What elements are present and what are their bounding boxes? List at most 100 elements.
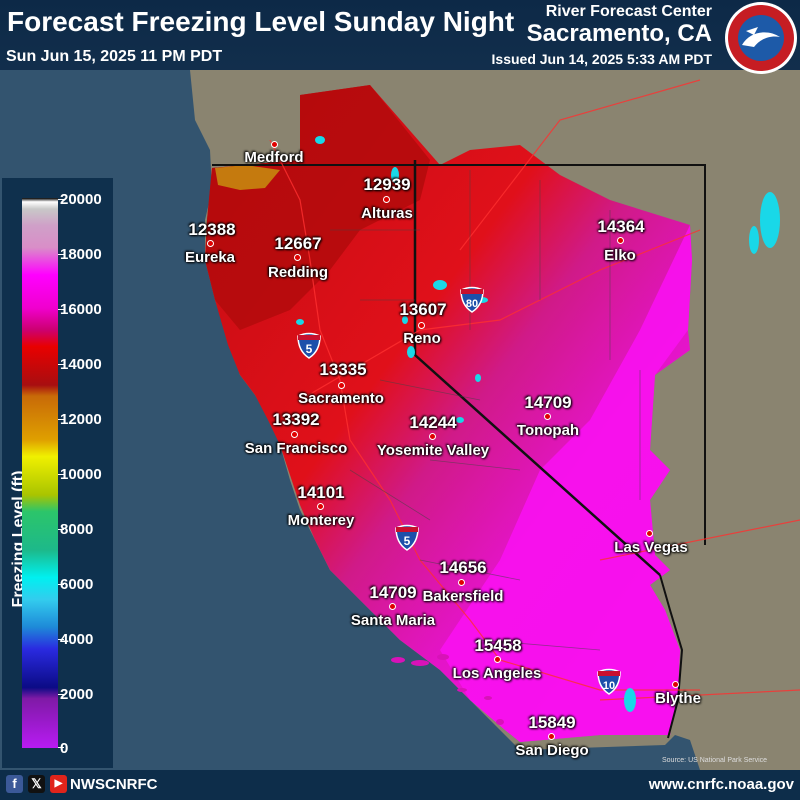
city-value: 14244 — [409, 413, 457, 432]
city-marker — [458, 579, 465, 586]
youtube-icon[interactable]: ▶ — [50, 775, 67, 793]
facebook-icon[interactable]: f — [6, 775, 23, 793]
city-name: Reno — [403, 330, 441, 347]
city-name: Monterey — [287, 512, 355, 529]
city-name: Yosemite Valley — [376, 442, 490, 459]
city-marker — [207, 240, 214, 247]
city-value: 13335 — [319, 360, 367, 379]
city-name: Alturas — [361, 205, 413, 222]
city-name: Blythe — [655, 690, 701, 707]
legend-tick — [58, 474, 64, 475]
color-scale-bar — [22, 198, 58, 748]
website-link[interactable]: www.cnrfc.noaa.gov — [648, 776, 794, 793]
legend-tick-label: 12000 — [60, 411, 102, 428]
city-marker — [418, 322, 425, 329]
bright-magenta-zone — [440, 225, 692, 742]
interstate-number: 5 — [404, 534, 411, 548]
highways — [269, 79, 800, 701]
city-name: Medford — [244, 149, 304, 166]
state-boundary — [413, 160, 661, 576]
legend-tick-label: 4000 — [60, 631, 94, 648]
nws-logo — [725, 2, 797, 74]
city-value: 15458 — [474, 636, 522, 655]
social-handle[interactable]: NWSCNRFC — [70, 776, 158, 793]
city-value: 14101 — [297, 483, 345, 502]
footer-bar: f 𝕏 ▶ NWSCNRFC www.cnrfc.noaa.gov — [0, 770, 800, 800]
legend-tick-label: 8000 — [60, 521, 94, 538]
city-marker — [271, 141, 278, 148]
city-value: 14709 — [369, 583, 417, 602]
city-value: 12667 — [274, 234, 322, 253]
legend-tick — [58, 747, 64, 748]
legend-tick-label: 16000 — [60, 301, 102, 318]
city-name: San Diego — [515, 742, 589, 759]
city-value: 12939 — [363, 175, 411, 194]
city-marker — [338, 382, 345, 389]
issued-time: Issued Jun 14, 2025 5:33 AM PDT — [491, 51, 712, 67]
city-value: 13392 — [272, 410, 320, 429]
city-marker — [429, 433, 436, 440]
rfc-location: Sacramento, CA — [526, 20, 712, 47]
city-value: 12388 — [188, 220, 236, 239]
city-name: Tonopah — [516, 422, 580, 439]
legend-tick-label: 20000 — [60, 191, 102, 208]
valid-time: Sun Jun 15, 2025 11 PM PDT — [6, 48, 223, 65]
header-bar — [0, 0, 800, 70]
ca-or-boundary — [212, 164, 706, 545]
legend-tick — [58, 309, 64, 310]
city-name: Eureka — [184, 249, 236, 266]
city-marker — [383, 196, 390, 203]
city-name: San Francisco — [244, 440, 348, 457]
city-marker — [291, 431, 298, 438]
city-name: Elko — [604, 247, 636, 264]
city-value: 13607 — [399, 300, 447, 319]
city-name: Los Angeles — [452, 665, 542, 682]
legend-tick — [58, 419, 64, 420]
city-marker — [494, 656, 501, 663]
dark-red-zone — [205, 85, 430, 330]
legend-tick — [58, 199, 64, 200]
city-name: Redding — [268, 264, 328, 281]
legend-tick — [58, 639, 64, 640]
legend-tick-label: 14000 — [60, 356, 102, 373]
legend-tick — [58, 584, 64, 585]
interstate-shield: 80 — [460, 286, 484, 313]
interstate-shield: 10 — [597, 668, 621, 695]
legend-tick-label: 18000 — [60, 246, 102, 263]
legend-tick-label: 10000 — [60, 466, 102, 483]
x-icon[interactable]: 𝕏 — [28, 775, 45, 793]
legend-tick-label: 0 — [60, 740, 69, 757]
interstate-number: 5 — [306, 342, 313, 356]
orange-zone — [215, 165, 280, 190]
county-lines — [330, 170, 641, 651]
city-value: 14709 — [524, 393, 572, 412]
city-marker — [317, 503, 324, 510]
city-marker — [294, 254, 301, 261]
city-marker — [646, 530, 653, 537]
interstate-shield: 5 — [395, 524, 419, 551]
city-marker — [617, 237, 624, 244]
city-value: 15849 — [528, 713, 576, 732]
legend-tick — [58, 254, 64, 255]
legend-tick — [58, 529, 64, 530]
map-title: Forecast Freezing Level Sunday Night — [7, 6, 515, 37]
city-marker — [544, 413, 551, 420]
city-name: Sacramento — [298, 390, 384, 407]
legend-panel: Freezing Level (ft) 20000 18000 16000 14… — [2, 178, 113, 768]
interstate-number: 80 — [466, 298, 478, 310]
interstate-shield: 5 — [297, 332, 321, 359]
legend-tick — [58, 364, 64, 365]
legend-tick — [58, 694, 64, 695]
city-value: 14364 — [597, 217, 645, 236]
legend-tick-label: 6000 — [60, 576, 94, 593]
city-marker — [672, 681, 679, 688]
source-note: Source: US National Park Service — [662, 757, 768, 764]
rfc-name: River Forecast Center — [545, 3, 712, 20]
city-value: 14656 — [439, 558, 487, 577]
city-name: Las Vegas — [614, 539, 688, 556]
az-boundary — [659, 574, 684, 739]
city-name: Santa Maria — [350, 612, 436, 629]
legend-tick-label: 2000 — [60, 686, 94, 703]
